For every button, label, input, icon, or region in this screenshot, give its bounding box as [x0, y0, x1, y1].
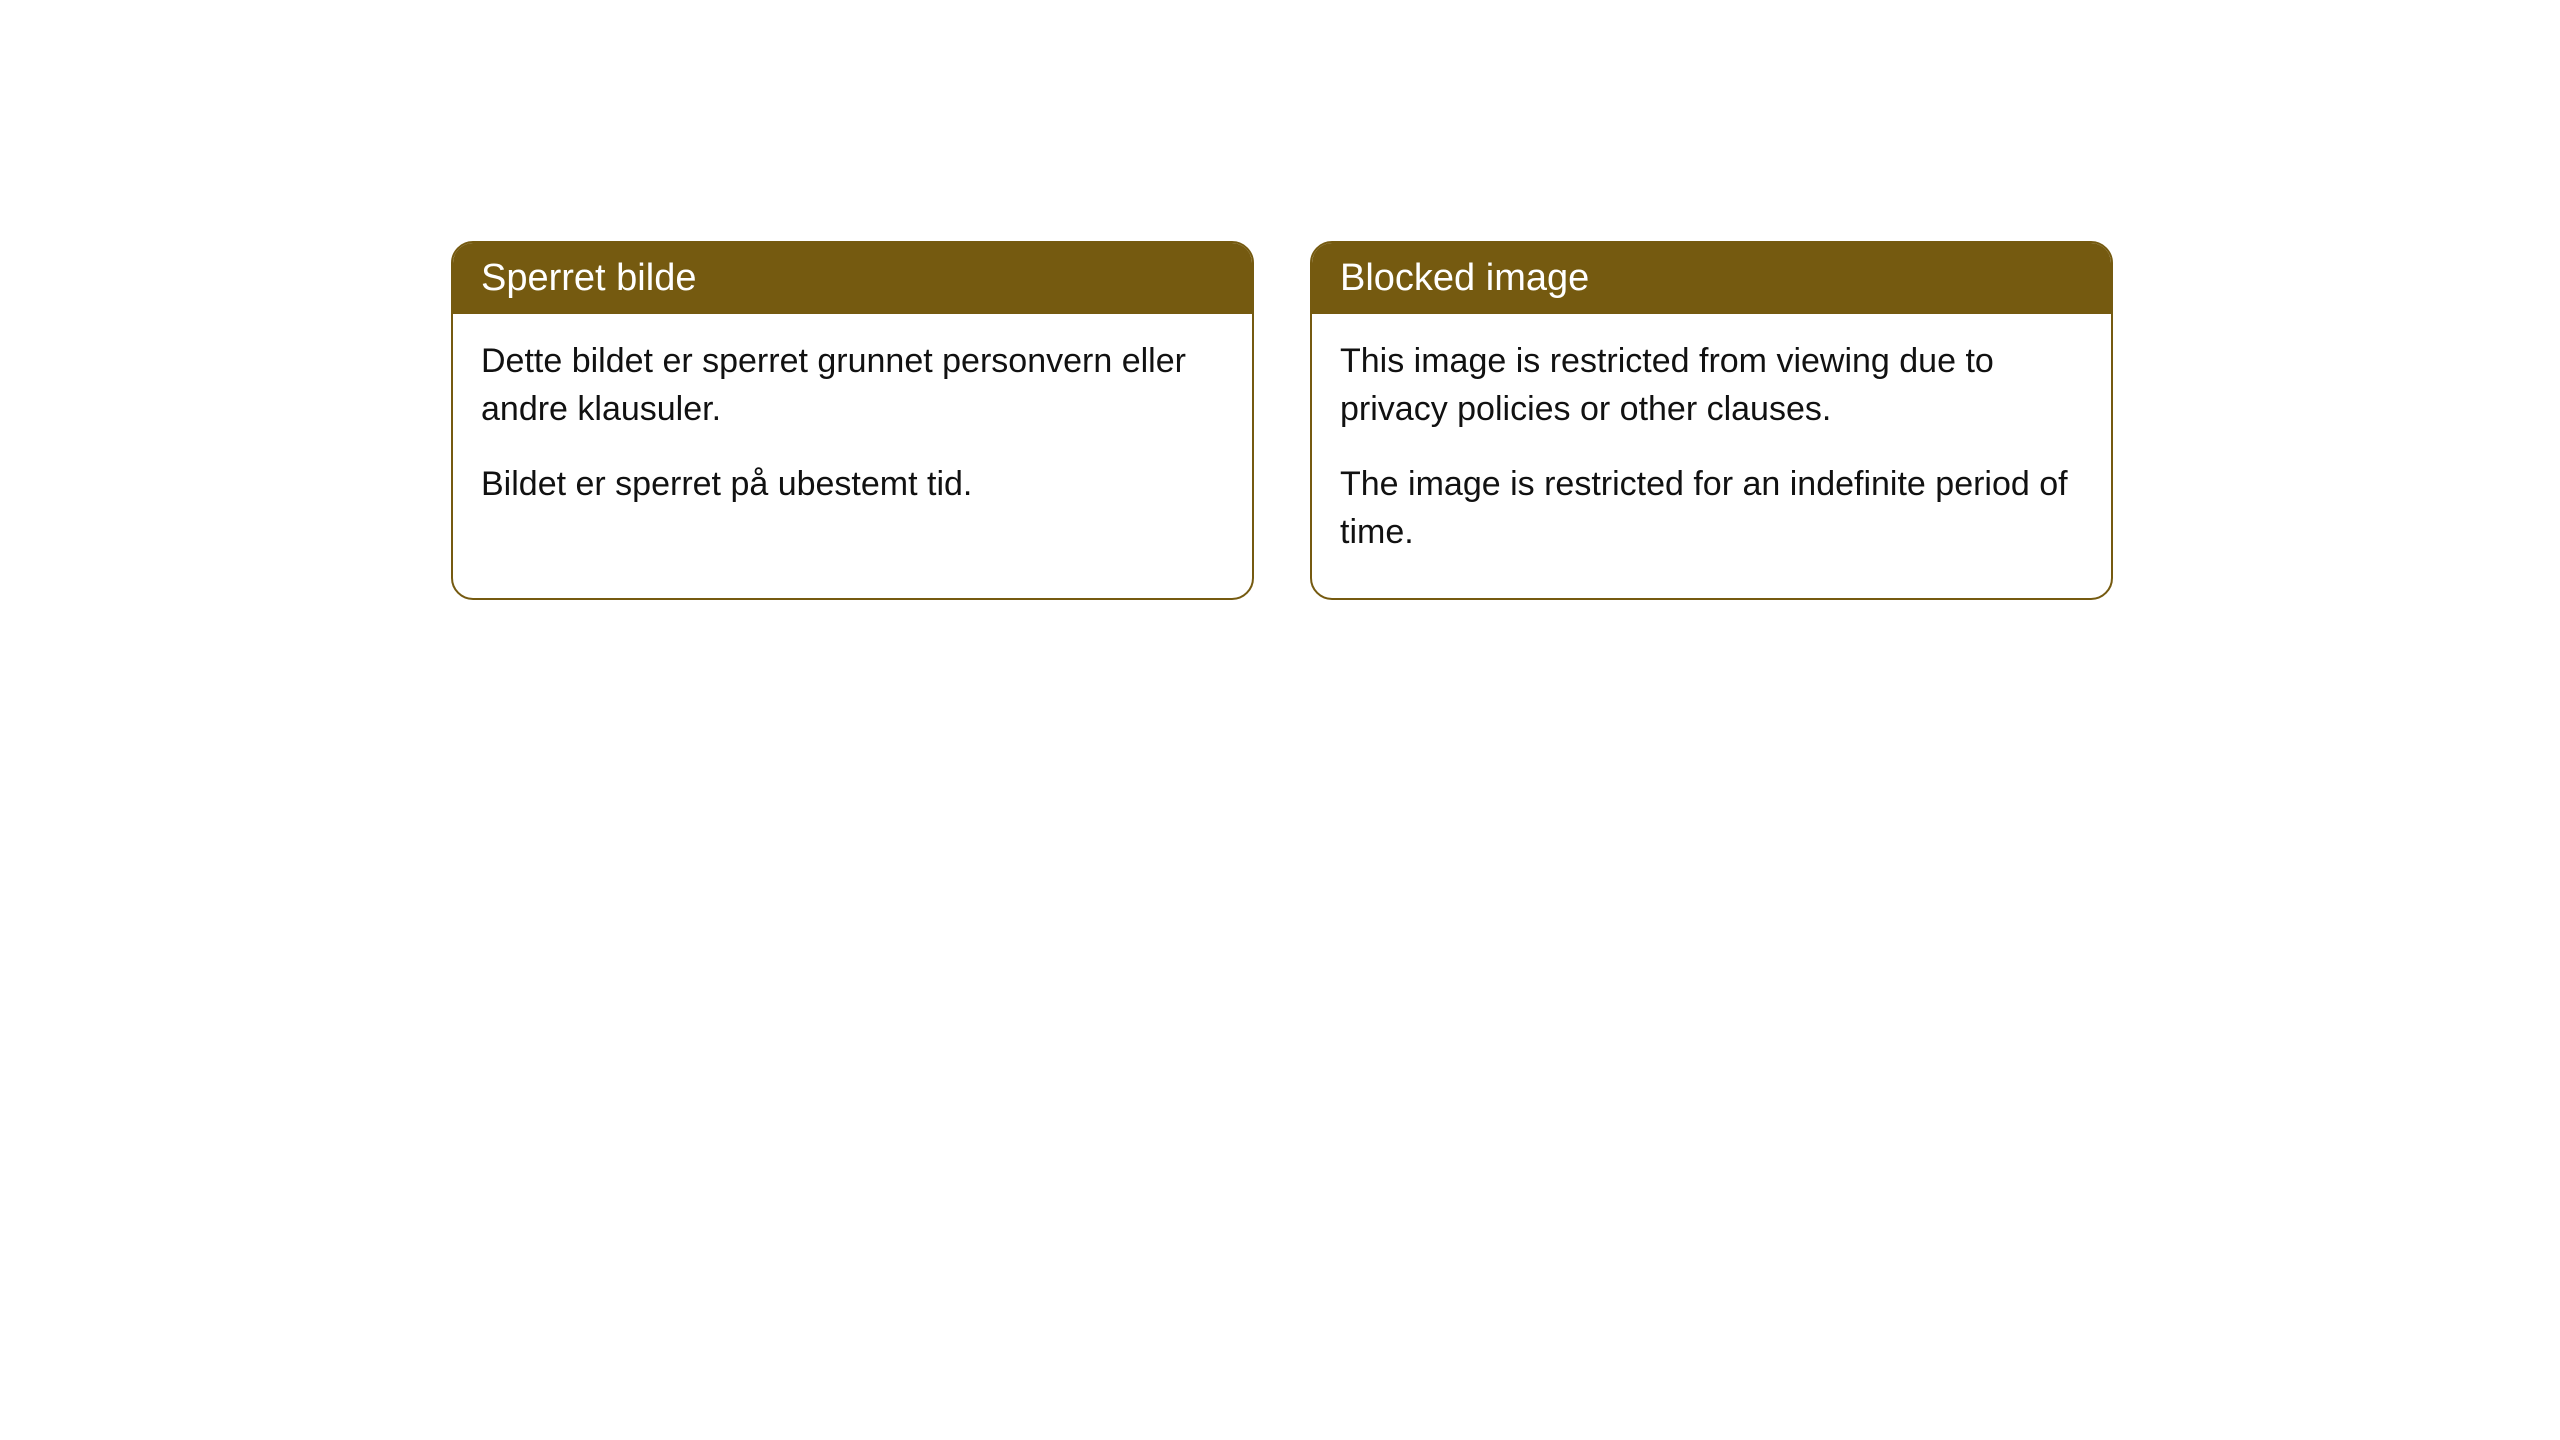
card-paragraph-en-1: This image is restricted from viewing du… [1340, 338, 2083, 433]
card-paragraph-en-2: The image is restricted for an indefinit… [1340, 461, 2083, 556]
card-paragraph-no-1: Dette bildet er sperret grunnet personve… [481, 338, 1224, 433]
card-paragraph-no-2: Bildet er sperret på ubestemt tid. [481, 461, 1224, 509]
card-header-en: Blocked image [1312, 243, 2111, 314]
card-body-en: This image is restricted from viewing du… [1312, 314, 2111, 598]
cards-container: Sperret bilde Dette bildet er sperret gr… [0, 0, 2560, 600]
blocked-image-card-en: Blocked image This image is restricted f… [1310, 241, 2113, 600]
card-title-en: Blocked image [1340, 257, 1589, 299]
card-title-no: Sperret bilde [481, 257, 696, 299]
card-body-no: Dette bildet er sperret grunnet personve… [453, 314, 1252, 551]
blocked-image-card-no: Sperret bilde Dette bildet er sperret gr… [451, 241, 1254, 600]
card-header-no: Sperret bilde [453, 243, 1252, 314]
